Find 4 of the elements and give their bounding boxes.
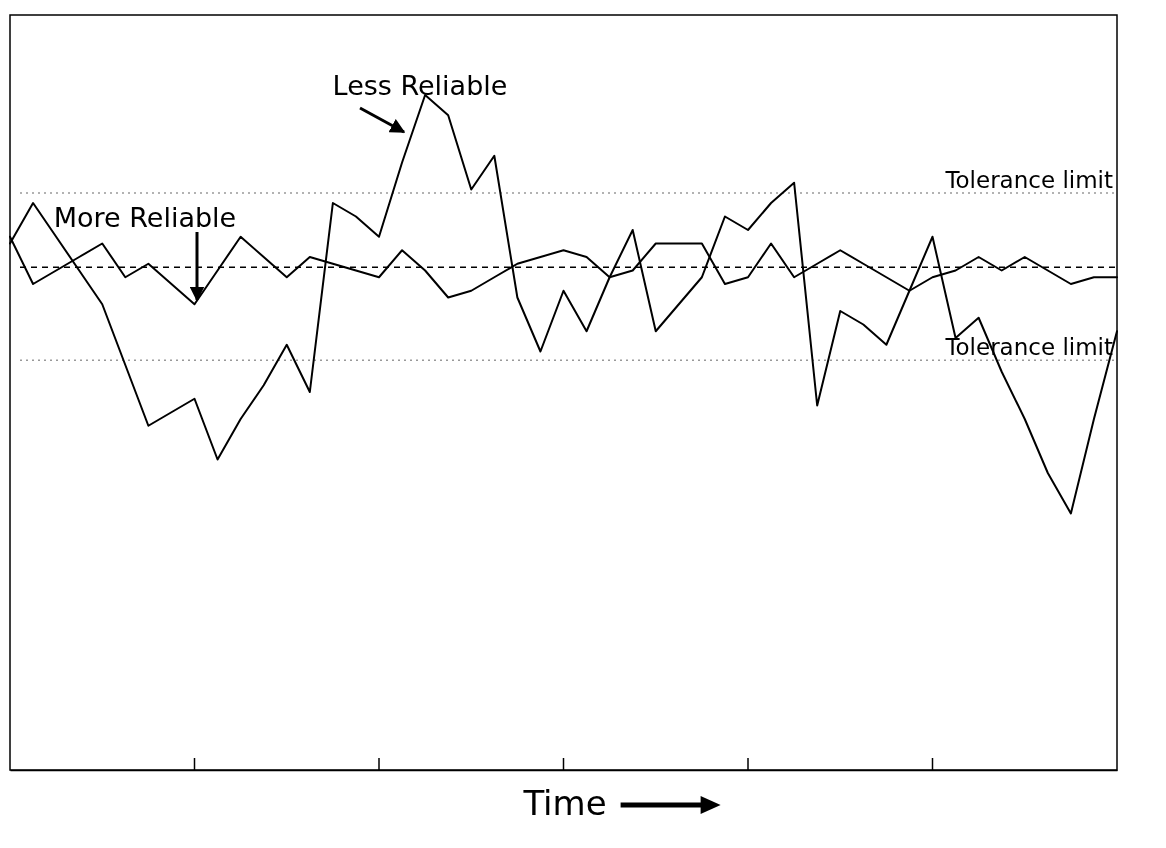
ref-line-label: Tolerance limit [944, 166, 1113, 193]
annotation: More Reliable [53, 202, 237, 233]
annotation: Less Reliable [332, 70, 508, 101]
x-axis-title: Time [522, 783, 607, 823]
